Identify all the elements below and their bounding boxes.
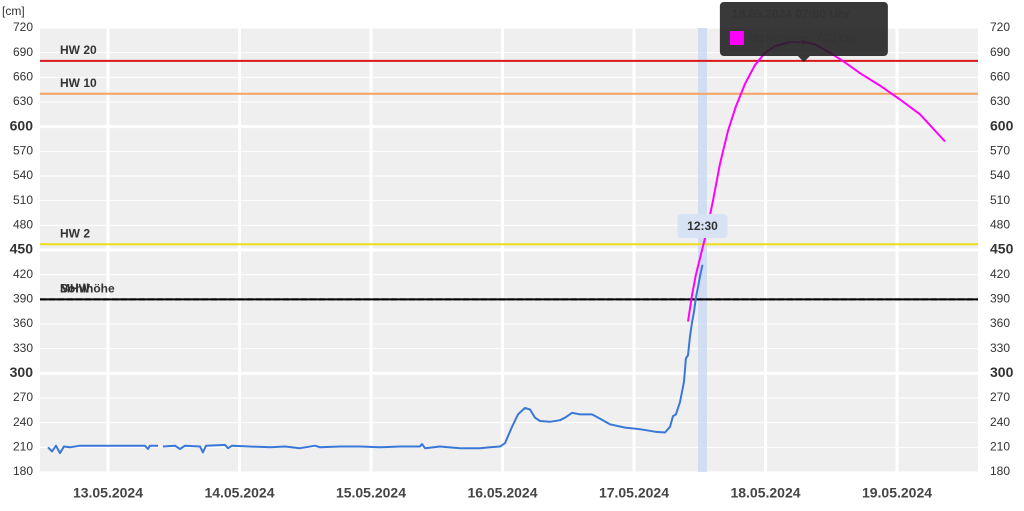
threshold-label: HW 20 (60, 43, 97, 57)
x-tick-label: 15.05.2024 (336, 485, 406, 501)
y-tick-label-right: 690 (990, 45, 1010, 59)
threshold-label: Sohlhöhe (60, 282, 115, 296)
y-tick-label-right: 720 (990, 20, 1010, 34)
x-tick-label: 16.05.2024 (467, 485, 537, 501)
x-tick-label: 19.05.2024 (862, 485, 932, 501)
y-tick-label-right: 240 (990, 415, 1010, 429)
y-tick-label-right: 210 (990, 440, 1010, 454)
y-tick-label: 630 (13, 94, 33, 108)
y-tick-label-right: 660 (990, 70, 1010, 84)
tooltip-label: Vorhersage: 703 cm (748, 31, 855, 45)
y-tick-label: 240 (13, 415, 33, 429)
x-tick-label: 17.05.2024 (599, 485, 669, 501)
y-tick-label: 270 (13, 390, 33, 404)
crosshair-label-text: 12:30 (687, 219, 718, 233)
crosshair-label-box (677, 214, 728, 238)
y-tick-label: 300 (10, 364, 34, 380)
y-tick-label-right: 630 (990, 94, 1010, 108)
y-tick-label-right: 510 (990, 193, 1010, 207)
y-tick-label-right: 570 (990, 144, 1010, 158)
y-axis-label: [cm] (2, 4, 25, 18)
x-tick-label: 13.05.2024 (73, 485, 143, 501)
y-tick-label: 330 (13, 341, 33, 355)
y-tick-label: 510 (13, 193, 33, 207)
y-tick-label-right: 270 (990, 390, 1010, 404)
y-tick-label: 420 (13, 267, 33, 281)
threshold-label: MHW (60, 282, 91, 296)
y-tick-label-right: 300 (990, 364, 1014, 380)
tooltip-box (719, 2, 888, 62)
y-tick-label-right: 390 (990, 292, 1010, 306)
y-tick-label: 690 (13, 45, 33, 59)
y-tick-label: 360 (13, 316, 33, 330)
x-tick-label: 14.05.2024 (204, 485, 274, 501)
y-tick-label: 660 (13, 70, 33, 84)
y-tick-label-right: 360 (990, 316, 1010, 330)
y-tick-label-right: 330 (990, 341, 1010, 355)
y-tick-label: 180 (13, 464, 33, 478)
y-tick-label-right: 480 (990, 218, 1010, 232)
y-tick-label: 570 (13, 144, 33, 158)
threshold-label: HW 2 (60, 226, 90, 240)
y-tick-label: 210 (13, 440, 33, 454)
crosshair-label: 12:30 (677, 214, 728, 238)
threshold-label: HW 10 (60, 76, 97, 90)
y-tick-label-right: 540 (990, 168, 1010, 182)
y-tick-label: 450 (10, 241, 34, 257)
y-tick-label: 480 (13, 218, 33, 232)
y-tick-label: 390 (13, 292, 33, 306)
y-tick-label-right: 450 (990, 241, 1014, 257)
tooltip-swatch (729, 31, 744, 45)
y-tick-label-right: 420 (990, 267, 1010, 281)
y-tick-label-right: 180 (990, 464, 1010, 478)
y-tick-label: 600 (10, 117, 34, 133)
series-line (47, 264, 704, 455)
y-tick-label: 720 (13, 20, 33, 34)
y-tick-label-right: 600 (990, 117, 1014, 133)
y-tick-label: 540 (13, 168, 33, 182)
tooltip-title: 18.05.2024 07:00 Uhr (732, 7, 850, 21)
tooltip: 18.05.2024 07:00 Uhr Vorhersage: 703 cm (719, 2, 888, 62)
x-tick-label: 18.05.2024 (730, 485, 800, 501)
